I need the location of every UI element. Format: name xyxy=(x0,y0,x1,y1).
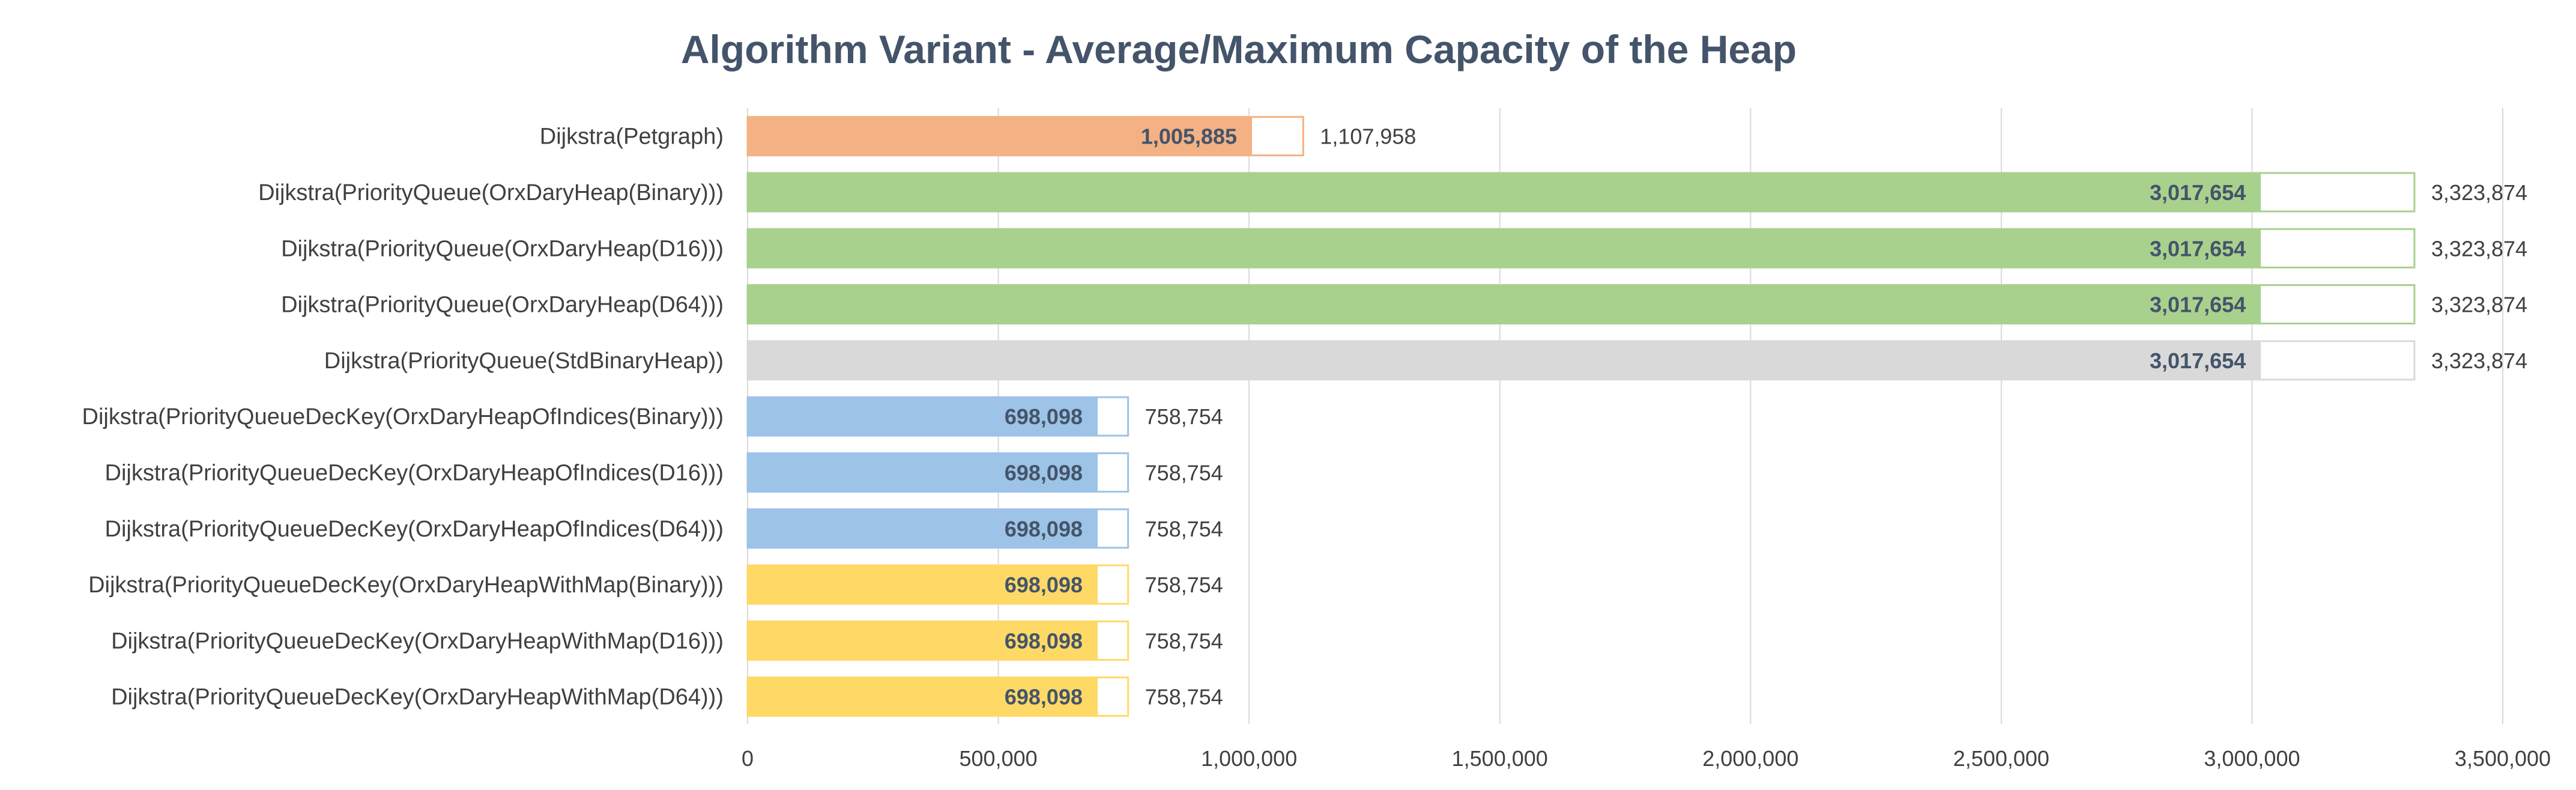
x-axis-tick-labels: 0 500,000 1,000,000 1,500,000 2,000,000 2,500… xyxy=(742,746,2551,771)
category-label: Dijkstra(PriorityQueue(OrxDaryHeap(D64))… xyxy=(281,293,724,318)
category-label: Dijkstra(PriorityQueueDecKey(OrxDaryHeap… xyxy=(82,404,724,430)
max-value-label: 758,754 xyxy=(1145,685,1223,709)
max-value-label: 758,754 xyxy=(1145,628,1223,653)
x-tick-label: 2,500,000 xyxy=(1953,746,2049,771)
category-label: Dijkstra(PriorityQueueDecKey(OrxDaryHeap… xyxy=(88,573,724,598)
average-capacity-bar xyxy=(748,509,1098,548)
x-tick-label: 3,500,000 xyxy=(2455,746,2551,771)
average-value-label: 1,005,885 xyxy=(1141,124,1237,149)
category-label: Dijkstra(PriorityQueue(OrxDaryHeap(Binar… xyxy=(258,180,724,205)
max-value-label: 1,107,958 xyxy=(1320,124,1416,149)
x-tick-label: 2,000,000 xyxy=(1702,746,1798,771)
average-capacity-bar xyxy=(748,565,1098,604)
category-label: Dijkstra(PriorityQueue(OrxDaryHeap(D16))… xyxy=(281,236,724,261)
x-tick-label: 1,500,000 xyxy=(1452,746,1548,771)
average-capacity-bar xyxy=(748,397,1098,436)
x-tick-label: 1,000,000 xyxy=(1201,746,1297,771)
average-value-label: 698,098 xyxy=(1005,460,1083,485)
average-value-label: 698,098 xyxy=(1005,573,1083,597)
category-label: Dijkstra(PriorityQueue(StdBinaryHeap)) xyxy=(324,348,724,374)
average-value-label: 698,098 xyxy=(1005,685,1083,709)
x-tick-label: 3,000,000 xyxy=(2204,746,2300,771)
max-value-label: 758,754 xyxy=(1145,573,1223,597)
category-labels: Dijkstra(Petgraph) Dijkstra(PriorityQueue… xyxy=(82,124,724,710)
average-value-label: 698,098 xyxy=(1005,404,1083,429)
max-value-label: 758,754 xyxy=(1145,404,1223,429)
chart-title: Algorithm Variant - Average/Maximum Capa… xyxy=(681,27,1797,71)
average-capacity-bar xyxy=(748,453,1098,492)
average-capacity-bar xyxy=(748,677,1098,716)
average-value-label: 3,017,654 xyxy=(2150,180,2246,205)
max-value-label: 3,323,874 xyxy=(2431,236,2527,261)
category-label: Dijkstra(PriorityQueueDecKey(OrxDaryHeap… xyxy=(105,517,724,542)
max-value-label: 3,323,874 xyxy=(2431,293,2527,317)
x-tick-label: 500,000 xyxy=(960,746,1038,771)
x-tick-label: 0 xyxy=(742,746,754,771)
category-label: Dijkstra(PriorityQueueDecKey(OrxDaryHeap… xyxy=(105,460,724,485)
max-value-label: 3,323,874 xyxy=(2431,348,2527,373)
average-value-label: 3,017,654 xyxy=(2150,293,2246,317)
category-label: Dijkstra(PriorityQueueDecKey(OrxDaryHeap… xyxy=(111,628,724,654)
max-value-label: 758,754 xyxy=(1145,517,1223,541)
average-value-label: 698,098 xyxy=(1005,628,1083,653)
average-capacity-bar xyxy=(748,229,2261,268)
max-value-label: 758,754 xyxy=(1145,460,1223,485)
average-capacity-bar xyxy=(748,117,1253,156)
category-label: Dijkstra(Petgraph) xyxy=(540,124,724,150)
max-value-label: 3,323,874 xyxy=(2431,180,2527,205)
average-capacity-bar xyxy=(748,621,1098,660)
average-value-label: 698,098 xyxy=(1005,517,1083,541)
average-value-label: 3,017,654 xyxy=(2150,348,2246,373)
average-capacity-bar xyxy=(748,285,2261,324)
average-capacity-bar xyxy=(748,341,2261,380)
bars: 1,005,885 1,107,958 3,017,654 3,323,874 3,01… xyxy=(746,116,2527,717)
average-value-label: 3,017,654 xyxy=(2150,236,2246,261)
average-capacity-bar xyxy=(748,172,2261,211)
category-label: Dijkstra(PriorityQueueDecKey(OrxDaryHeap… xyxy=(111,685,724,710)
